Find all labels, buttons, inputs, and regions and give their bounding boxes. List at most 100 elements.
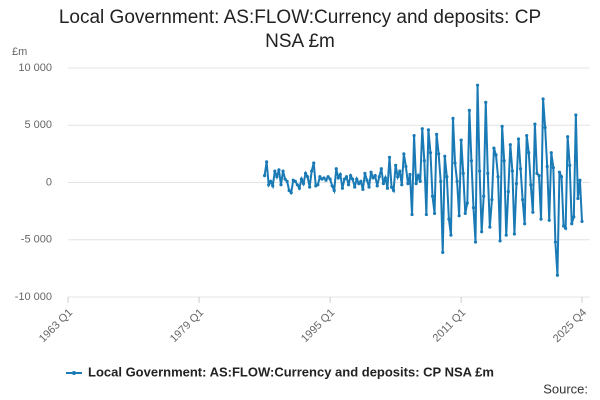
data-point	[533, 122, 537, 126]
data-point	[561, 224, 566, 228]
data-point	[492, 146, 496, 150]
data-point	[471, 206, 476, 210]
data-point	[473, 240, 478, 244]
data-point	[316, 183, 320, 187]
data-point	[529, 183, 533, 187]
data-point	[318, 175, 322, 179]
data-point	[559, 175, 564, 179]
data-point	[549, 151, 553, 155]
data-point	[422, 159, 426, 163]
data-point	[496, 175, 500, 179]
data-point	[371, 176, 375, 180]
data-point	[426, 128, 431, 132]
data-point	[305, 175, 310, 179]
data-point	[478, 169, 482, 173]
data-point	[531, 210, 535, 214]
y-tick-label: 0	[46, 176, 52, 188]
data-point	[553, 240, 557, 244]
data-point	[432, 211, 437, 216]
data-point	[340, 186, 345, 190]
x-tick-label: 2025 Q4	[551, 307, 589, 345]
data-point	[535, 171, 539, 175]
data-point	[322, 176, 326, 180]
data-point	[424, 212, 428, 217]
data-point	[490, 198, 494, 202]
data-point	[475, 83, 480, 87]
data-point	[545, 164, 549, 169]
data-point	[578, 178, 582, 182]
data-point	[394, 163, 398, 167]
data-point	[269, 179, 273, 183]
data-point	[310, 169, 314, 173]
data-point	[275, 175, 279, 179]
data-point	[486, 171, 490, 175]
data-point	[344, 175, 349, 179]
data-point	[398, 169, 402, 173]
series-line	[263, 85, 583, 276]
data-point	[312, 161, 316, 165]
data-point	[283, 177, 287, 181]
data-point	[342, 177, 347, 181]
data-point	[373, 174, 377, 178]
legend-label: Local Government: AS:FLOW:Currency and d…	[88, 364, 494, 379]
data-point	[568, 163, 572, 167]
data-point	[363, 171, 367, 175]
data-point	[521, 198, 525, 202]
data-point	[572, 215, 576, 219]
data-point	[265, 160, 269, 164]
data-point	[435, 132, 439, 137]
data-point	[328, 177, 332, 181]
legend-marker	[72, 371, 76, 375]
data-point	[332, 188, 336, 193]
data-point	[564, 226, 568, 230]
data-point	[348, 174, 353, 178]
data-point	[400, 183, 404, 187]
data-point	[293, 179, 297, 183]
data-point	[357, 182, 361, 186]
data-point	[408, 172, 412, 177]
data-point	[574, 113, 578, 117]
data-point	[566, 135, 570, 139]
data-point	[512, 232, 517, 236]
data-point	[324, 178, 328, 182]
data-point	[449, 233, 453, 237]
data-point	[570, 222, 574, 226]
data-point	[576, 196, 580, 201]
data-point	[453, 161, 457, 165]
data-point	[443, 154, 447, 158]
data-point	[525, 133, 529, 138]
data-point	[396, 175, 400, 179]
data-point	[543, 125, 547, 130]
data-point	[277, 168, 281, 172]
data-point	[262, 174, 267, 178]
data-point	[308, 185, 312, 189]
data-point	[289, 191, 293, 195]
source: Source:	[543, 381, 588, 396]
data-point	[428, 151, 433, 155]
y-tick-label: -5 000	[21, 234, 52, 246]
data-point	[406, 182, 410, 186]
data-point	[465, 201, 469, 205]
data-point	[447, 217, 451, 221]
data-point	[539, 217, 543, 221]
data-point	[287, 188, 291, 193]
data-point	[412, 133, 416, 138]
data-point	[334, 167, 338, 171]
y-tick-label: 5 000	[24, 119, 52, 131]
data-point	[467, 108, 471, 112]
data-point	[445, 175, 449, 179]
x-tick-label: 1995 Q1	[299, 307, 337, 345]
data-point	[273, 169, 277, 173]
data-point	[295, 183, 299, 187]
x-tick-label: 2011 Q1	[431, 307, 469, 345]
data-point	[516, 137, 521, 141]
data-point	[281, 169, 285, 173]
data-point	[355, 177, 359, 181]
data-point	[418, 179, 422, 183]
data-point	[336, 176, 340, 180]
data-point	[551, 166, 555, 170]
data-point	[502, 159, 506, 163]
data-point	[404, 164, 408, 169]
data-point	[299, 177, 304, 181]
